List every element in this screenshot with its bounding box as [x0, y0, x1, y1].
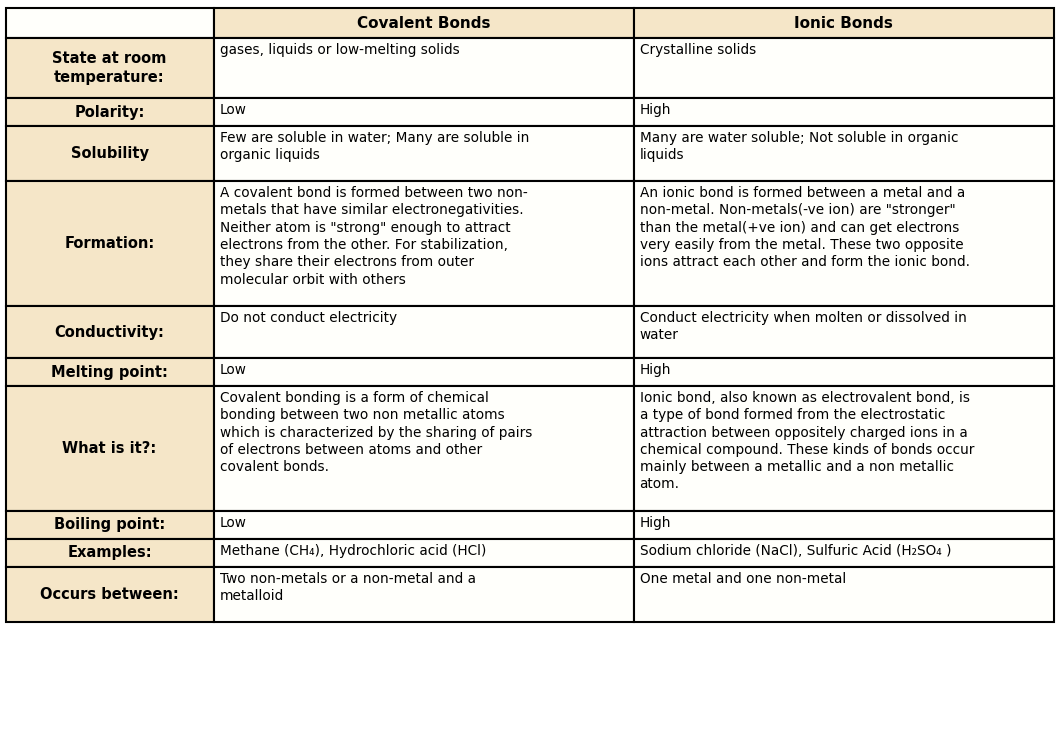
Text: One metal and one non-metal: One metal and one non-metal	[640, 572, 846, 586]
Bar	[214, 126, 633, 181]
Text: High: High	[640, 103, 671, 117]
Text: gases, liquids or low-melting solids: gases, liquids or low-melting solids	[219, 43, 460, 57]
Bar	[5, 358, 214, 386]
Bar	[5, 511, 214, 539]
Bar	[633, 306, 1054, 358]
Bar	[214, 306, 633, 358]
Bar	[214, 98, 633, 126]
Bar	[214, 511, 633, 539]
Text: High: High	[640, 363, 671, 377]
Text: Low: Low	[219, 363, 247, 377]
Text: Occurs between:: Occurs between:	[40, 587, 179, 602]
Bar	[5, 567, 214, 622]
Text: Two non-metals or a non-metal and a
metalloid: Two non-metals or a non-metal and a meta…	[219, 572, 475, 603]
Bar	[214, 358, 633, 386]
Bar	[5, 8, 214, 38]
Text: State at room
temperature:: State at room temperature:	[52, 51, 166, 85]
Text: Boiling point:: Boiling point:	[54, 518, 165, 532]
Bar	[633, 386, 1054, 511]
Text: A covalent bond is formed between two non-
metals that have similar electronegat: A covalent bond is formed between two no…	[219, 186, 527, 287]
Bar	[214, 38, 633, 98]
Bar	[633, 358, 1054, 386]
Text: Formation:: Formation:	[65, 236, 155, 251]
Bar	[633, 126, 1054, 181]
Bar	[633, 98, 1054, 126]
Bar	[214, 8, 633, 38]
Bar	[5, 98, 214, 126]
Text: Covalent Bonds: Covalent Bonds	[357, 15, 490, 31]
Text: Sodium chloride (NaCl), Sulfuric Acid (H₂SO₄ ): Sodium chloride (NaCl), Sulfuric Acid (H…	[640, 544, 951, 558]
Bar	[5, 181, 214, 306]
Text: Conductivity:: Conductivity:	[55, 325, 164, 339]
Bar	[5, 38, 214, 98]
Bar	[5, 539, 214, 567]
Text: Methane (CH₄), Hydrochloric acid (HCl): Methane (CH₄), Hydrochloric acid (HCl)	[219, 544, 486, 558]
Text: Ionic Bonds: Ionic Bonds	[794, 15, 893, 31]
Text: Many are water soluble; Not soluble in organic
liquids: Many are water soluble; Not soluble in o…	[640, 131, 958, 162]
Text: Covalent bonding is a form of chemical
bonding between two non metallic atoms
wh: Covalent bonding is a form of chemical b…	[219, 391, 532, 474]
Text: Examples:: Examples:	[67, 545, 151, 561]
Text: Low: Low	[219, 516, 247, 530]
Bar	[633, 38, 1054, 98]
Bar	[214, 181, 633, 306]
Bar	[633, 511, 1054, 539]
Text: Solubility: Solubility	[71, 146, 148, 161]
Text: Ionic bond, also known as electrovalent bond, is
a type of bond formed from the : Ionic bond, also known as electrovalent …	[640, 391, 974, 491]
Bar	[633, 567, 1054, 622]
Text: Crystalline solids: Crystalline solids	[640, 43, 756, 57]
Bar	[633, 8, 1054, 38]
Bar	[633, 539, 1054, 567]
Text: Melting point:: Melting point:	[51, 365, 168, 379]
Bar	[5, 386, 214, 511]
Bar	[5, 126, 214, 181]
Text: Low: Low	[219, 103, 247, 117]
Bar	[214, 539, 633, 567]
Text: Conduct electricity when molten or dissolved in
water: Conduct electricity when molten or disso…	[640, 311, 967, 342]
Text: What is it?:: What is it?:	[62, 441, 157, 456]
Bar	[214, 386, 633, 511]
Bar	[5, 306, 214, 358]
Bar	[633, 181, 1054, 306]
Text: Do not conduct electricity: Do not conduct electricity	[219, 311, 397, 325]
Text: High: High	[640, 516, 671, 530]
Text: Polarity:: Polarity:	[74, 105, 145, 119]
Text: Few are soluble in water; Many are soluble in
organic liquids: Few are soluble in water; Many are solub…	[219, 131, 528, 162]
Text: An ionic bond is formed between a metal and a
non-metal. Non-metals(-ve ion) are: An ionic bond is formed between a metal …	[640, 186, 969, 269]
Bar	[214, 567, 633, 622]
